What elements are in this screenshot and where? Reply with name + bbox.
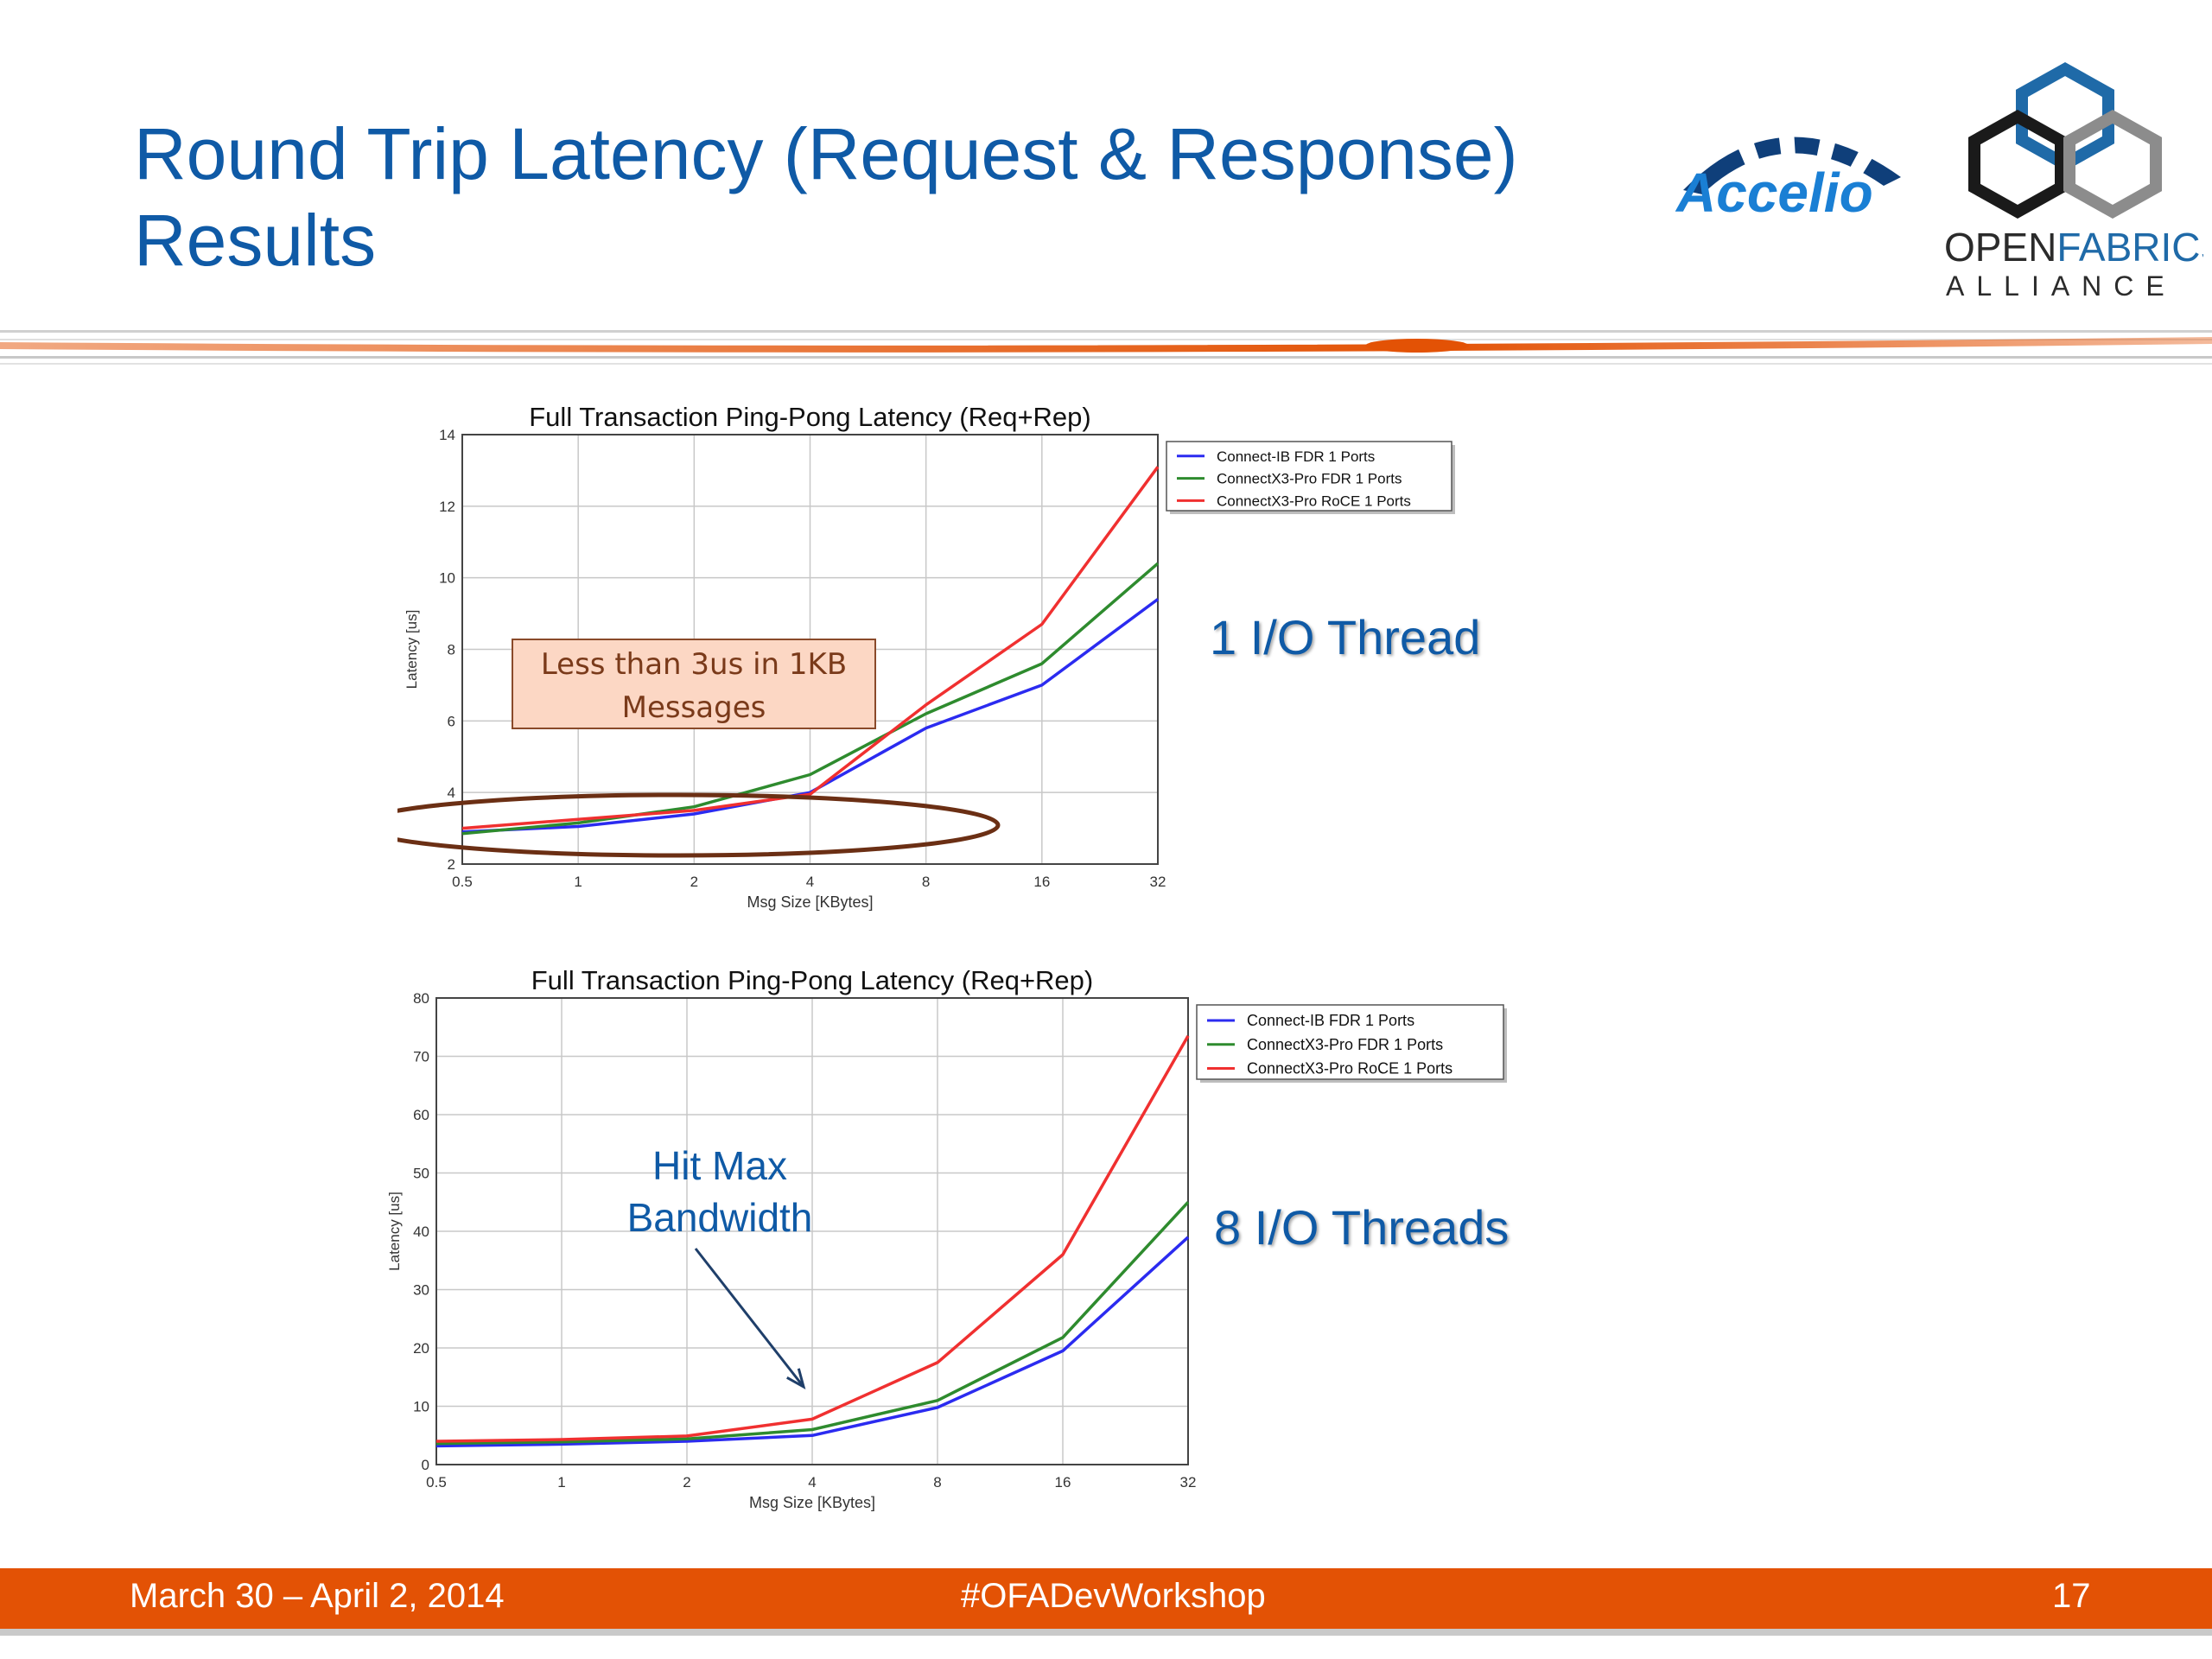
chart-title: Full Transaction Ping-Pong Latency (Req+… bbox=[529, 402, 1091, 432]
y-tick-label: 40 bbox=[413, 1224, 429, 1240]
y-tick-label: 60 bbox=[413, 1107, 429, 1123]
plot-frame bbox=[461, 434, 1159, 865]
x-tick-label: 8 bbox=[922, 874, 930, 890]
slide-title-line2: Results bbox=[134, 200, 377, 281]
y-tick-label: 80 bbox=[413, 990, 429, 1007]
annotation-arrow-head bbox=[786, 1368, 806, 1390]
footer-hashtag: #OFADevWorkshop bbox=[961, 1577, 1266, 1615]
legend-entry-3: ConnectX3-Pro RoCE 1 Ports bbox=[1217, 493, 1411, 509]
y-tick-label: 30 bbox=[413, 1282, 429, 1299]
x-axis-label: Msg Size [KBytes] bbox=[749, 1494, 875, 1511]
ofa-wordmark-line2: ALLIANCE bbox=[1946, 270, 2177, 302]
annotation-box bbox=[512, 639, 876, 729]
x-tick-label: 16 bbox=[1055, 1474, 1071, 1491]
annotation-text-line1: Hit Max bbox=[652, 1143, 787, 1188]
legend-entry-2: ConnectX3-Pro FDR 1 Ports bbox=[1217, 471, 1402, 487]
page-number: 17 bbox=[2052, 1577, 2091, 1615]
thread-label-1: 1 I/O Thread bbox=[1210, 610, 1481, 664]
x-tick-label: 16 bbox=[1033, 874, 1050, 890]
accelio-wordmark: Accelio bbox=[1675, 162, 1873, 224]
series-line-1 bbox=[435, 1236, 1190, 1448]
slide-title-line1: Round Trip Latency (Request & Response) bbox=[134, 113, 1518, 194]
x-tick-label: 0.5 bbox=[452, 874, 473, 890]
annotation-text-line2: Messages bbox=[622, 690, 766, 725]
series-line-3 bbox=[461, 466, 1160, 830]
annotation-arrow-shaft bbox=[694, 1248, 805, 1388]
x-tick-label: 1 bbox=[557, 1474, 565, 1491]
x-tick-label: 32 bbox=[1180, 1474, 1197, 1491]
accelio-logo: Accelio bbox=[1675, 130, 1901, 224]
y-tick-label: 6 bbox=[448, 713, 455, 729]
y-tick-label: 20 bbox=[413, 1340, 429, 1357]
slide-title: Round Trip Latency (Request & Response) … bbox=[134, 111, 1518, 283]
y-axis-label: Latency [us] bbox=[386, 1192, 403, 1271]
series-line-3 bbox=[435, 1035, 1190, 1443]
hexagon-icon bbox=[1968, 61, 2162, 219]
ofa-wordmark-fabrics: FABRICS bbox=[2056, 225, 2203, 270]
y-tick-label: 0 bbox=[422, 1457, 429, 1473]
footer-date: March 30 – April 2, 2014 bbox=[130, 1577, 505, 1615]
series-line-2 bbox=[435, 1201, 1190, 1446]
legend-box bbox=[1196, 1004, 1504, 1080]
annotation-text-line1: Less than 3us in 1KB bbox=[541, 647, 847, 682]
y-tick-label: 12 bbox=[439, 499, 455, 515]
ofa-wordmark-line1: OPENFABRICS bbox=[1944, 225, 2203, 270]
y-tick-label: 10 bbox=[439, 570, 455, 587]
x-tick-label: 4 bbox=[808, 1474, 816, 1491]
y-tick-label: 50 bbox=[413, 1166, 429, 1182]
plot-frame bbox=[435, 997, 1189, 1465]
y-tick-label: 2 bbox=[448, 856, 455, 873]
accelio-arc-icon bbox=[1683, 130, 1901, 194]
y-tick-label: 8 bbox=[448, 642, 455, 658]
legend-entry-1: Connect-IB FDR 1 Ports bbox=[1247, 1012, 1414, 1029]
x-axis-label: Msg Size [KBytes] bbox=[747, 893, 873, 911]
y-tick-label: 4 bbox=[448, 785, 455, 801]
series-line-2 bbox=[461, 562, 1160, 836]
legend-entry-3: ConnectX3-Pro RoCE 1 Ports bbox=[1247, 1060, 1452, 1077]
x-tick-label: 32 bbox=[1150, 874, 1166, 890]
highlight-ellipse bbox=[397, 792, 1001, 858]
x-tick-label: 4 bbox=[806, 874, 814, 890]
ofa-wordmark-open: OPEN bbox=[1944, 225, 2056, 270]
x-tick-label: 2 bbox=[690, 874, 698, 890]
x-tick-label: 8 bbox=[933, 1474, 941, 1491]
legend-entry-2: ConnectX3-Pro FDR 1 Ports bbox=[1247, 1036, 1443, 1053]
header-divider bbox=[0, 330, 2212, 365]
legend-entry-1: Connect-IB FDR 1 Ports bbox=[1217, 448, 1375, 465]
y-tick-label: 14 bbox=[439, 427, 455, 443]
legend-box bbox=[1166, 441, 1452, 512]
footer-bar: March 30 – April 2, 2014 #OFADevWorkshop… bbox=[0, 1568, 2212, 1636]
openfabrics-logo: OPENFABRICS ALLIANCE bbox=[1944, 61, 2203, 302]
x-tick-label: 2 bbox=[683, 1474, 690, 1491]
x-tick-label: 1 bbox=[574, 874, 582, 890]
thread-label-8: 8 I/O Threads bbox=[1214, 1200, 1510, 1255]
latency-chart-8-threads: 0.5 1 2 4 8 16 32 0 10 20 30 40 50 60 70 80 Full Transac… bbox=[386, 965, 1507, 1511]
y-tick-label: 10 bbox=[413, 1399, 429, 1415]
chart-title: Full Transaction Ping-Pong Latency (Req+… bbox=[531, 965, 1094, 995]
y-axis-label: Latency [us] bbox=[404, 610, 420, 690]
x-tick-label: 0.5 bbox=[426, 1474, 447, 1491]
annotation-text-line2: Bandwidth bbox=[627, 1195, 813, 1240]
y-tick-label: 70 bbox=[413, 1049, 429, 1065]
